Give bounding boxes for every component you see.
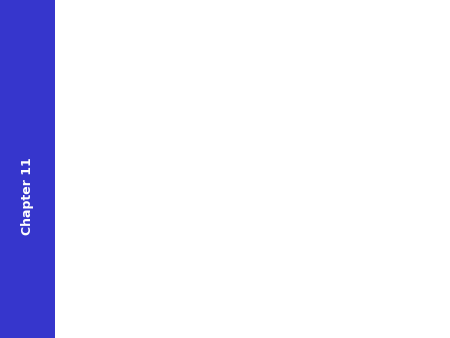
Text: Loop Control Systems: Loop Control Systems bbox=[112, 72, 333, 90]
Text: $\tilde{Y}_{sp}$: $\tilde{Y}_{sp}$ bbox=[157, 164, 170, 180]
Text: $G_m$: $G_m$ bbox=[239, 239, 253, 251]
Bar bbox=[281, 174, 306, 199]
Text: $G_c$: $G_c$ bbox=[206, 180, 217, 193]
Text: $E$: $E$ bbox=[187, 169, 194, 180]
Text: -: - bbox=[180, 190, 183, 199]
Text: $K_m$: $K_m$ bbox=[135, 180, 148, 193]
Text: $G_p$: $G_p$ bbox=[288, 180, 299, 193]
Text: $G_v$: $G_v$ bbox=[244, 180, 256, 193]
Circle shape bbox=[173, 180, 189, 192]
Bar bbox=[310, 113, 336, 135]
Text: $P$: $P$ bbox=[229, 169, 235, 180]
Bar bbox=[199, 174, 224, 199]
Text: $G_d$: $G_d$ bbox=[317, 118, 329, 130]
Text: Figure 11.8.  Standard block diagram of a feedback control system.: Figure 11.8. Standard block diagram of a… bbox=[123, 286, 380, 295]
Text: $D$: $D$ bbox=[295, 107, 302, 118]
Bar bbox=[129, 174, 154, 199]
Text: $X_2$: $X_2$ bbox=[315, 167, 325, 180]
Bar bbox=[237, 174, 262, 199]
Text: +: + bbox=[342, 180, 347, 187]
Text: +: + bbox=[168, 180, 174, 187]
Text: $U$: $U$ bbox=[267, 169, 274, 180]
Text: Dynamic Behavior of Closed-: Dynamic Behavior of Closed- bbox=[112, 54, 402, 72]
Text: Chapter 11: Chapter 11 bbox=[21, 157, 34, 235]
Text: $Y$: $Y$ bbox=[393, 181, 400, 192]
Circle shape bbox=[347, 180, 362, 192]
Text: $B$: $B$ bbox=[185, 227, 192, 238]
Text: $Y_{sp}$: $Y_{sp}$ bbox=[100, 167, 113, 180]
Bar bbox=[234, 234, 259, 256]
Text: $X_1$: $X_1$ bbox=[375, 133, 386, 146]
Text: +: + bbox=[353, 175, 359, 181]
